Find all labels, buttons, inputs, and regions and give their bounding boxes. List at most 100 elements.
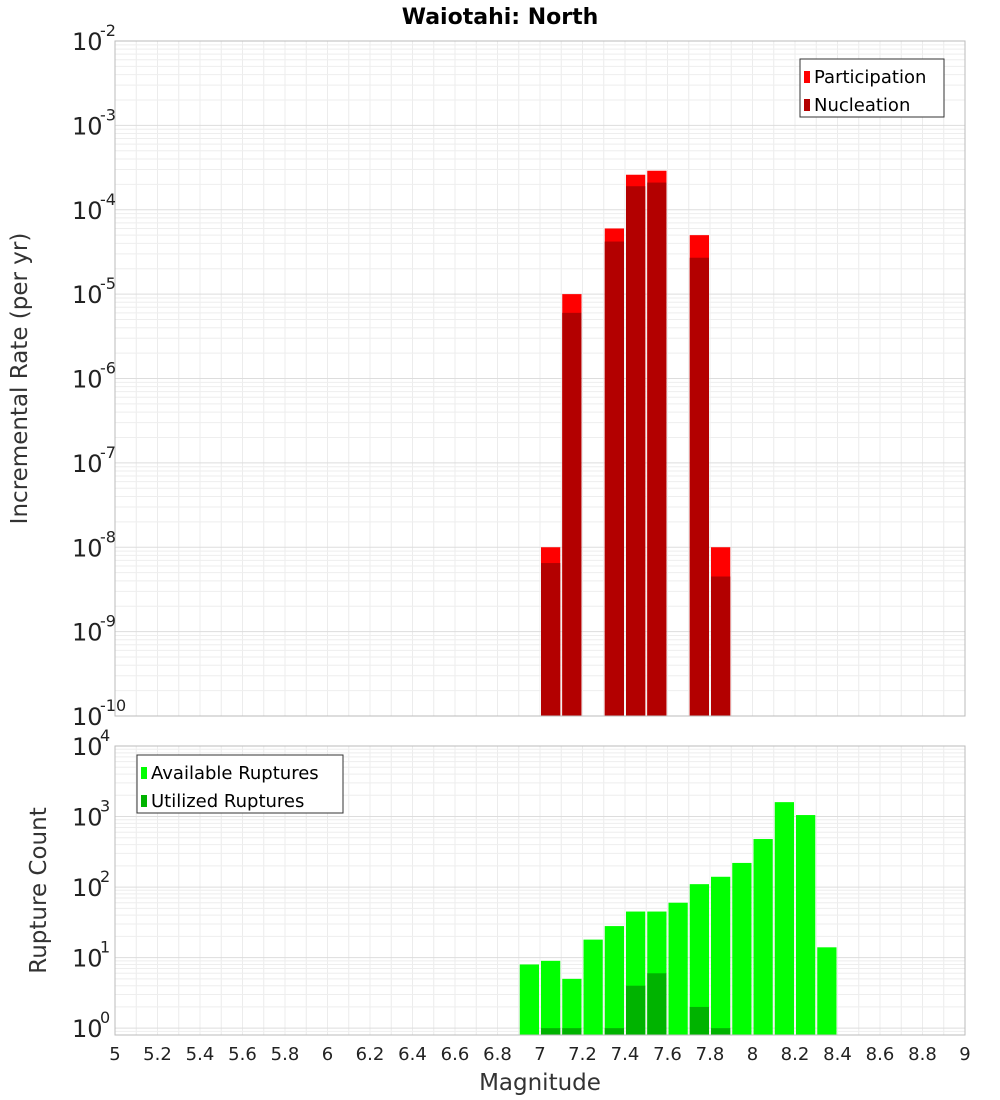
count-y-axis-label: Rupture Count	[26, 807, 52, 973]
legend-box	[799, 58, 945, 118]
y-tick-base: 10	[72, 28, 103, 56]
rate-gridlines	[114, 41, 966, 717]
available-ruptures-bar	[562, 978, 582, 1035]
rate-y-axis-label: Incremental Rate (per yr)	[7, 233, 33, 525]
y-tick-base: 10	[72, 197, 103, 225]
legend-label: Available Ruptures	[151, 763, 319, 784]
x-axis-ticks: 5 5.2 5.4 5.6 5.8 6 6.2 6.4 6.6 6.8 7 7.2 7.4 7.6 7.8 8…	[109, 1044, 970, 1065]
legend-label: Nucleation	[814, 95, 910, 116]
x-tick-label: 5	[109, 1044, 120, 1065]
y-tick-exponent: -3	[100, 105, 116, 124]
y-tick-base: 10	[72, 874, 103, 902]
x-tick-label: 7.8	[696, 1044, 725, 1065]
y-tick-exponent: 0	[100, 1008, 110, 1027]
nucleation-bar	[604, 241, 624, 717]
available-ruptures-bar	[604, 926, 624, 1035]
nucleation-bar	[562, 312, 582, 716]
y-tick-exponent: -7	[100, 443, 116, 462]
utilized-ruptures-bar	[562, 1028, 582, 1035]
y-tick-base: 10	[72, 450, 103, 478]
x-tick-label: 5.8	[271, 1044, 300, 1065]
x-tick-label: 8.8	[908, 1044, 937, 1065]
y-tick-label: 100	[72, 1008, 110, 1043]
y-tick-exponent: -10	[100, 696, 126, 715]
x-tick-label: 5.4	[186, 1044, 215, 1065]
y-tick-base: 10	[72, 619, 103, 647]
y-tick-label: 103	[72, 797, 110, 832]
x-tick-label: 6.4	[398, 1044, 427, 1065]
available-ruptures-bar	[796, 815, 816, 1035]
y-tick-label: 10-8	[72, 527, 116, 562]
count-legend: Available Ruptures Utilized Ruptures	[136, 754, 344, 814]
y-tick-exponent: -2	[100, 21, 116, 40]
available-ruptures-bar	[583, 939, 603, 1035]
y-tick-label: 101	[72, 938, 110, 973]
available-ruptures-bar	[711, 876, 731, 1035]
y-tick-label: 10-9	[72, 612, 116, 647]
legend-label: Utilized Ruptures	[151, 791, 304, 812]
x-tick-label: 5.2	[143, 1044, 172, 1065]
y-tick-label: 10-10	[72, 696, 126, 731]
y-tick-exponent: -8	[100, 527, 116, 546]
x-tick-label: 8.6	[866, 1044, 895, 1065]
x-tick-label: 7.6	[653, 1044, 682, 1065]
available-ruptures-bar	[753, 839, 773, 1035]
chart-title: Waiotahi: North	[402, 5, 599, 30]
y-tick-exponent: -4	[100, 190, 116, 209]
x-tick-label: 5.6	[228, 1044, 257, 1065]
y-tick-base: 10	[72, 281, 103, 309]
utilized-ruptures-bar	[541, 1028, 561, 1035]
x-tick-label: 7.4	[611, 1044, 640, 1065]
x-tick-label: 9	[959, 1044, 970, 1065]
available-ruptures-bar	[541, 960, 561, 1035]
count-bars	[519, 802, 837, 1035]
nucleation-bar	[541, 563, 561, 716]
rate-plot-frame	[114, 40, 966, 717]
y-tick-label: 10-2	[72, 21, 116, 56]
legend-swatch	[141, 767, 147, 779]
y-tick-base: 10	[72, 1015, 103, 1043]
x-tick-label: 7	[534, 1044, 545, 1065]
x-tick-label: 6	[322, 1044, 333, 1065]
legend-label: Participation	[814, 67, 926, 88]
legend-swatch	[804, 71, 810, 83]
available-ruptures-bar	[817, 947, 837, 1035]
x-tick-label: 6.2	[356, 1044, 385, 1065]
rate-legend: Participation Nucleation	[799, 58, 945, 118]
x-tick-label: 8.4	[823, 1044, 852, 1065]
utilized-ruptures-bar	[604, 1028, 624, 1035]
x-tick-label: 8	[747, 1044, 758, 1065]
available-ruptures-bar	[689, 884, 709, 1035]
y-tick-label: 104	[72, 726, 110, 761]
legend-swatch	[141, 795, 147, 807]
y-tick-base: 10	[72, 534, 103, 562]
y-tick-label: 10-4	[72, 190, 116, 225]
available-ruptures-bar	[732, 862, 752, 1035]
available-ruptures-bar	[519, 964, 539, 1035]
y-tick-exponent: 2	[100, 867, 110, 886]
x-tick-label: 6.8	[483, 1044, 512, 1065]
available-ruptures-bar	[774, 802, 794, 1035]
y-tick-exponent: -6	[100, 359, 116, 378]
nucleation-bar	[689, 257, 709, 716]
utilized-ruptures-bar	[647, 973, 667, 1035]
y-tick-base: 10	[72, 945, 103, 973]
legend-swatch	[804, 99, 810, 111]
y-tick-base: 10	[72, 804, 103, 832]
rate-bars	[541, 170, 731, 717]
utilized-ruptures-bar	[711, 1028, 731, 1035]
nucleation-bar	[711, 576, 731, 716]
count-plot-frame	[114, 745, 966, 1036]
utilized-ruptures-bar	[626, 985, 646, 1035]
x-axis-label: Magnitude	[479, 1070, 601, 1096]
y-tick-exponent: 4	[100, 726, 110, 745]
x-tick-label: 8.2	[781, 1044, 810, 1065]
legend-box	[136, 754, 344, 814]
y-tick-exponent: -5	[100, 274, 116, 293]
y-tick-exponent: 1	[100, 938, 110, 957]
